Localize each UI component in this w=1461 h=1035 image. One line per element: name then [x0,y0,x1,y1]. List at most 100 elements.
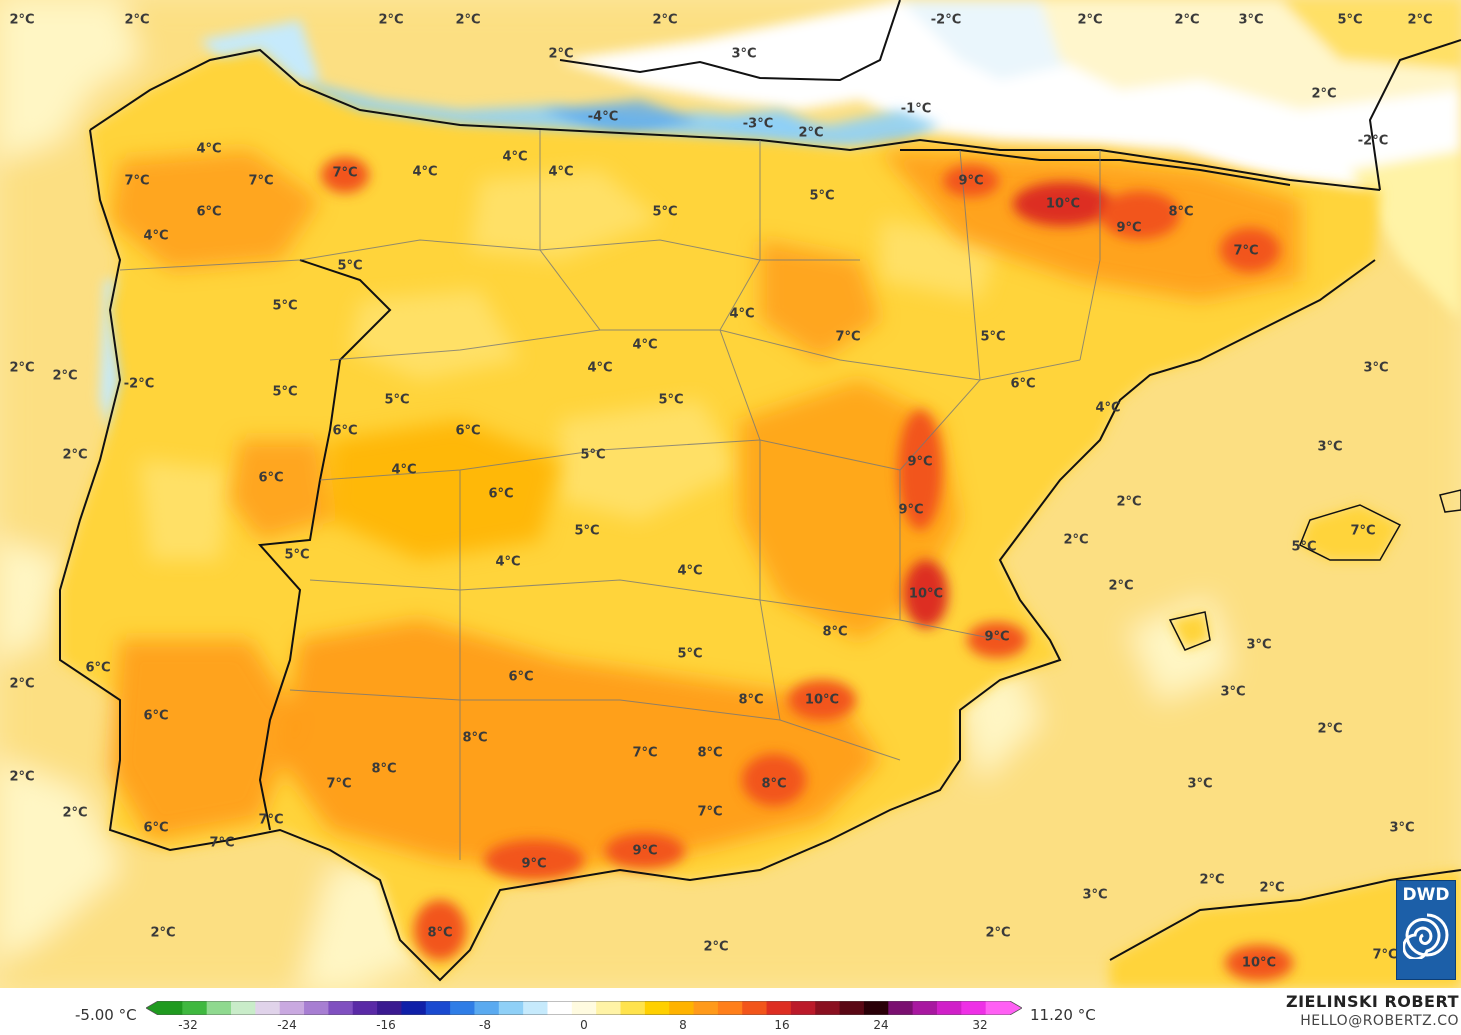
temperature-label: 4°C [196,141,222,157]
swirl-icon [1403,913,1449,959]
africa-coastline [1109,869,1461,961]
temperature-label: 2°C [9,360,35,376]
temperature-label: 4°C [548,164,574,180]
colorbar-segment [644,1001,670,1015]
temperature-label: -1°C [900,101,932,117]
temperature-label: 5°C [574,523,600,539]
temperature-label: 7°C [209,835,235,851]
temperature-label: 3°C [1317,439,1343,455]
temperature-label: 2°C [652,12,678,28]
temperature-label: 7°C [326,776,352,792]
colorbar-segment [474,1001,500,1015]
temperature-label: 8°C [462,730,488,746]
colorbar-segment [304,1001,329,1015]
colorbar-segment [279,1001,305,1015]
author-email: HELLO@ROBERTZ.CO [1300,1013,1459,1029]
temperature-label: 8°C [822,624,848,640]
colorbar-segment [182,1001,208,1015]
temperature-label: 4°C [729,306,755,322]
colorbar-segment [620,1001,646,1015]
dwd-logo-text: DWD [1402,885,1450,905]
colorbar-segment [206,1001,232,1015]
colorbar-segment [936,1001,962,1015]
colorbar-tick-label: 0 [580,1018,588,1032]
colorbar-segment [912,1001,938,1015]
temperature-label: 6°C [143,708,169,724]
temperature-label: 4°C [587,360,613,376]
colorbar-segment [231,1001,256,1015]
temperature-label: 5°C [337,258,363,274]
colorbar-min-arrow [146,1001,158,1015]
temperature-label: -3°C [742,116,774,132]
colorbar-segment [742,1001,768,1015]
temperature-label: 2°C [62,805,88,821]
temperature-label: 9°C [984,629,1010,645]
temperature-label: 9°C [521,856,547,872]
temperature-label: 10°C [908,586,944,602]
colorbar-tick-label: -24 [277,1018,297,1032]
colorbar-segment [377,1001,402,1015]
temperature-label: 7°C [248,173,274,189]
temperature-label: 2°C [1259,880,1285,896]
ibiza-coastline [1168,611,1211,651]
temperature-label: 8°C [371,761,397,777]
temperature-label: 2°C [1063,532,1089,548]
temperature-label: 8°C [697,745,723,761]
temperature-label: 8°C [1168,204,1194,220]
mild-areas [140,170,1000,560]
temperature-label: 2°C [150,925,176,941]
temperature-label: 2°C [455,12,481,28]
temperature-label: 2°C [985,925,1011,941]
temperature-label: 4°C [677,563,703,579]
temperature-label: 3°C [1246,637,1272,653]
temperature-label: 6°C [196,204,222,220]
temperature-label: 4°C [1095,400,1121,416]
temperature-label: 6°C [488,486,514,502]
portugal-border [257,259,392,831]
temperature-label: 5°C [652,204,678,220]
temperature-map [0,0,1461,988]
temperature-label: 3°C [1238,12,1264,28]
temperature-label: 7°C [124,173,150,189]
france-region [560,0,1461,320]
temperature-label: 6°C [508,669,534,685]
temperature-label: 6°C [258,470,284,486]
temperature-label: 4°C [502,149,528,165]
temperature-label: 7°C [1233,243,1259,259]
temperature-label: 9°C [907,454,933,470]
temperature-label: 5°C [272,298,298,314]
temperature-label: 9°C [898,502,924,518]
colorbar-segment [863,1001,889,1015]
colorbar-segment [328,1001,354,1015]
hot-spots [321,157,1293,981]
temperature-label: 5°C [272,384,298,400]
temperature-label: -2°C [123,376,155,392]
temperature-label: 2°C [1317,721,1343,737]
colorbar-segment [717,1001,743,1015]
temperature-label: 9°C [1116,220,1142,236]
colorbar-segment [888,1001,914,1015]
temperature-label: 6°C [1010,376,1036,392]
temperature-label: 2°C [1311,86,1337,102]
colorbar-segment [596,1001,622,1015]
colorbar-max-arrow [1010,1001,1022,1015]
colorbar-segment [158,1001,183,1015]
colorbar-segment [985,1001,1011,1015]
temperature-label: 4°C [495,554,521,570]
temperature-label: 5°C [1337,12,1363,28]
temperature-label: 2°C [52,368,78,384]
colorbar-segment [255,1001,281,1015]
colorbar-tick-label: 8 [679,1018,687,1032]
region-borders [119,130,1101,860]
colorbar-tick-label: 32 [972,1018,988,1032]
temperature-label: 4°C [143,228,169,244]
temperature-label: 2°C [9,12,35,28]
colorbar-segment [425,1001,451,1015]
temperature-label: 2°C [1108,578,1134,594]
temperature-label: -2°C [930,12,962,28]
colorbar-segment [401,1001,427,1015]
temperature-label: 2°C [1077,12,1103,28]
colorbar-segment [547,1001,573,1015]
temperature-label: 3°C [731,46,757,62]
temperature-label: 5°C [809,188,835,204]
